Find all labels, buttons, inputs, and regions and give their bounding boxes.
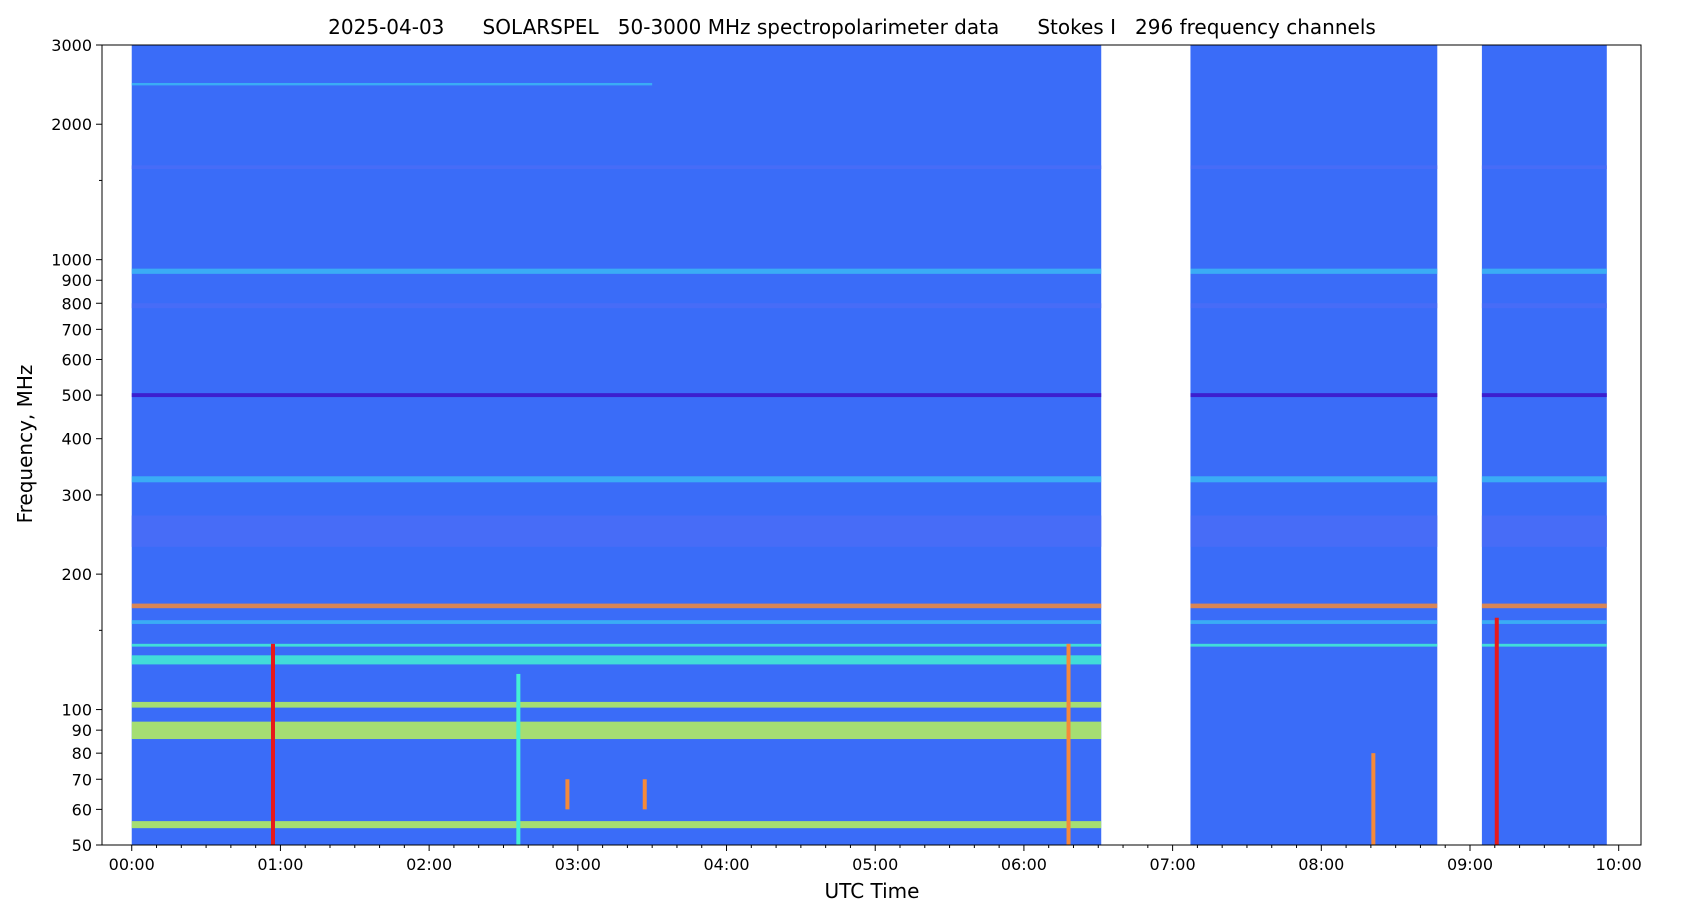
band-11-0 bbox=[131, 82, 653, 86]
band-6-1 bbox=[1190, 643, 1438, 647]
band-5-1 bbox=[1190, 620, 1438, 624]
band-9-2 bbox=[1481, 393, 1607, 398]
y-tick-label-0: 50 bbox=[72, 836, 92, 855]
y-tick-label-8: 400 bbox=[61, 430, 92, 449]
y-tick-label-10: 600 bbox=[61, 350, 92, 369]
x-tick-label-6: 06:00 bbox=[1001, 855, 1047, 874]
x-axis-title: UTC Time bbox=[825, 879, 920, 903]
band-1-0 bbox=[131, 701, 1102, 708]
burst-6 bbox=[565, 779, 570, 810]
data-segment-0 bbox=[131, 45, 1102, 845]
burst-4 bbox=[516, 673, 521, 845]
x-tick-label-10: 10:00 bbox=[1596, 855, 1642, 874]
y-tick-label-11: 700 bbox=[61, 320, 92, 339]
data-segment-2 bbox=[1481, 45, 1607, 845]
chart-title: 2025-04-03 SOLARSPEL 50-3000 MHz spectro… bbox=[328, 15, 1376, 39]
plot-frame bbox=[101, 44, 1642, 846]
data-segment-1 bbox=[1190, 45, 1438, 845]
band-7-1 bbox=[1190, 268, 1438, 274]
y-tick-label-4: 90 bbox=[72, 721, 92, 740]
y-tick-label-7: 300 bbox=[61, 486, 92, 505]
x-tick-label-9: 09:00 bbox=[1447, 855, 1493, 874]
y-tick-label-14: 1000 bbox=[51, 251, 92, 270]
burst-2 bbox=[1494, 617, 1499, 845]
band-0-0 bbox=[131, 721, 1102, 740]
band-13-0 bbox=[131, 515, 1102, 547]
y-tick-label-16: 3000 bbox=[51, 36, 92, 55]
band-13-2 bbox=[1481, 515, 1607, 547]
y-tick-label-9: 500 bbox=[61, 386, 92, 405]
band-4-0 bbox=[131, 603, 1102, 609]
band-5-2 bbox=[1481, 620, 1607, 624]
x-tick-label-2: 02:00 bbox=[406, 855, 452, 874]
band-8-2 bbox=[1481, 303, 1607, 309]
x-axis: 00:00 01:00 02:00 03:00 04:00 05:00 06:00 07:00… bbox=[109, 845, 1642, 874]
y-tick-label-12: 800 bbox=[61, 294, 92, 313]
x-tick-label-1: 01:00 bbox=[257, 855, 303, 874]
band-3-0 bbox=[131, 655, 1102, 665]
x-tick-label-5: 05:00 bbox=[852, 855, 898, 874]
band-4-2 bbox=[1481, 603, 1607, 609]
y-axis-title: Frequency, MHz bbox=[13, 365, 37, 524]
x-tick-label-8: 08:00 bbox=[1298, 855, 1344, 874]
y-tick-label-6: 200 bbox=[61, 565, 92, 584]
band-7-2 bbox=[1481, 268, 1607, 274]
band-9-1 bbox=[1190, 393, 1438, 398]
band-6-0 bbox=[131, 643, 1102, 647]
band-2-0 bbox=[131, 821, 1102, 829]
y-tick-label-3: 80 bbox=[72, 744, 92, 763]
band-12-1 bbox=[1190, 476, 1438, 483]
y-tick-label-5: 100 bbox=[61, 701, 92, 720]
band-7-0 bbox=[131, 268, 1102, 274]
band-6-2 bbox=[1481, 643, 1607, 647]
x-tick-label-7: 07:00 bbox=[1150, 855, 1196, 874]
x-tick-label-0: 00:00 bbox=[109, 855, 155, 874]
band-10-2 bbox=[1481, 165, 1607, 170]
x-tick-label-3: 03:00 bbox=[555, 855, 601, 874]
plot-area bbox=[101, 44, 1642, 846]
burst-5 bbox=[642, 779, 647, 810]
y-tick-label-15: 2000 bbox=[51, 115, 92, 134]
burst-0 bbox=[271, 643, 275, 845]
band-4-1 bbox=[1190, 603, 1438, 609]
band-13-1 bbox=[1190, 515, 1438, 547]
band-12-2 bbox=[1481, 476, 1607, 483]
band-12-0 bbox=[131, 476, 1102, 483]
band-9-0 bbox=[131, 393, 1102, 398]
burst-3 bbox=[1371, 753, 1376, 845]
y-tick-label-1: 60 bbox=[72, 800, 92, 819]
x-tick-label-4: 04:00 bbox=[703, 855, 749, 874]
y-tick-label-2: 70 bbox=[72, 770, 92, 789]
burst-1 bbox=[1066, 643, 1071, 845]
y-tick-label-13: 900 bbox=[61, 271, 92, 290]
band-10-1 bbox=[1190, 165, 1438, 170]
band-8-1 bbox=[1190, 303, 1438, 309]
band-8-0 bbox=[131, 303, 1102, 309]
band-5-0 bbox=[131, 620, 1102, 624]
band-10-0 bbox=[131, 165, 1102, 170]
